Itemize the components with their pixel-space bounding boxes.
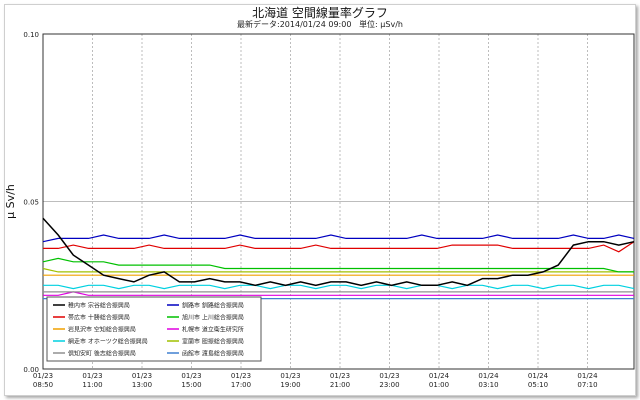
legend-box bbox=[46, 296, 262, 362]
x-tick-date: 01/24 bbox=[577, 372, 598, 380]
x-tick-time: 17:00 bbox=[231, 381, 251, 389]
x-tick-date: 01/23 bbox=[330, 372, 350, 380]
x-tick-time: 01:00 bbox=[429, 381, 449, 389]
x-tick-time: 23:00 bbox=[379, 381, 399, 389]
legend-label: 網走市 オホーツク総合振興局 bbox=[68, 338, 148, 346]
x-tick-time: 13:00 bbox=[132, 381, 152, 389]
legend-label: 倶知安町 後志総合振興局 bbox=[68, 350, 136, 358]
x-tick-time: 19:00 bbox=[280, 381, 300, 389]
legend-label: 釧路市 釧路総合振興局 bbox=[182, 302, 244, 310]
legend-label: 室蘭市 胆振総合振興局 bbox=[182, 338, 244, 346]
subtitle-unit: 単位: μSv/h bbox=[359, 20, 403, 29]
x-tick-date: 01/23 bbox=[231, 372, 251, 380]
x-tick-date: 01/23 bbox=[132, 372, 152, 380]
x-tick-date: 01/23 bbox=[82, 372, 102, 380]
series-line-9 bbox=[42, 267, 634, 273]
subtitle-latest-label: 最新データ bbox=[237, 20, 278, 29]
x-tick-time: 15:00 bbox=[181, 381, 201, 389]
plot-border bbox=[42, 33, 635, 370]
y-axis-label: μ Sv/h bbox=[4, 184, 17, 219]
subtitle-latest-value: :2014/01/24 09:00 bbox=[277, 20, 352, 29]
y-tick-label: 0.10 bbox=[23, 31, 39, 39]
x-tick-date: 01/24 bbox=[429, 372, 450, 380]
series-line-4 bbox=[43, 284, 635, 290]
series-line-7 bbox=[42, 257, 634, 273]
series-line-1 bbox=[42, 217, 635, 287]
x-tick-time: 11:00 bbox=[82, 381, 102, 389]
chart-title: 北海道 空間線量率グラフ bbox=[252, 6, 388, 20]
chart-subtitle: 最新データ:2014/01/24 09:00 単位: μSv/h bbox=[0, 19, 640, 30]
x-tick-date: 01/23 bbox=[181, 372, 201, 380]
legend-label: 函館市 渡島総合振興局 bbox=[182, 350, 244, 358]
legend-label: 札幌市 道立衛生研究所 bbox=[182, 326, 244, 334]
x-tick-date: 01/23 bbox=[33, 372, 53, 380]
x-tick-date: 01/24 bbox=[528, 372, 549, 380]
legend-label: 稚内市 宗谷総合振興局 bbox=[68, 302, 130, 310]
x-tick-date: 01/23 bbox=[379, 372, 399, 380]
y-tick-label: 0.00 bbox=[23, 366, 39, 374]
x-tick-time: 07:10 bbox=[577, 381, 597, 389]
x-tick-date: 01/23 bbox=[280, 372, 300, 380]
y-tick-label: 0.05 bbox=[23, 199, 39, 207]
x-tick-time: 03:10 bbox=[478, 381, 498, 389]
legend-label: 旭川市 上川総合振興局 bbox=[182, 314, 244, 322]
x-tick-time: 08:50 bbox=[33, 381, 53, 389]
series-line-6 bbox=[42, 234, 635, 243]
x-tick-time: 21:00 bbox=[330, 381, 350, 389]
x-tick-date: 01/24 bbox=[478, 372, 499, 380]
legend-label: 帯広市 十勝総合振興局 bbox=[68, 314, 130, 322]
series-line-8 bbox=[43, 291, 634, 296]
legend-label: 岩見沢市 空知総合振興局 bbox=[68, 326, 136, 334]
series-line-2 bbox=[43, 241, 635, 253]
x-tick-time: 05:10 bbox=[528, 381, 548, 389]
